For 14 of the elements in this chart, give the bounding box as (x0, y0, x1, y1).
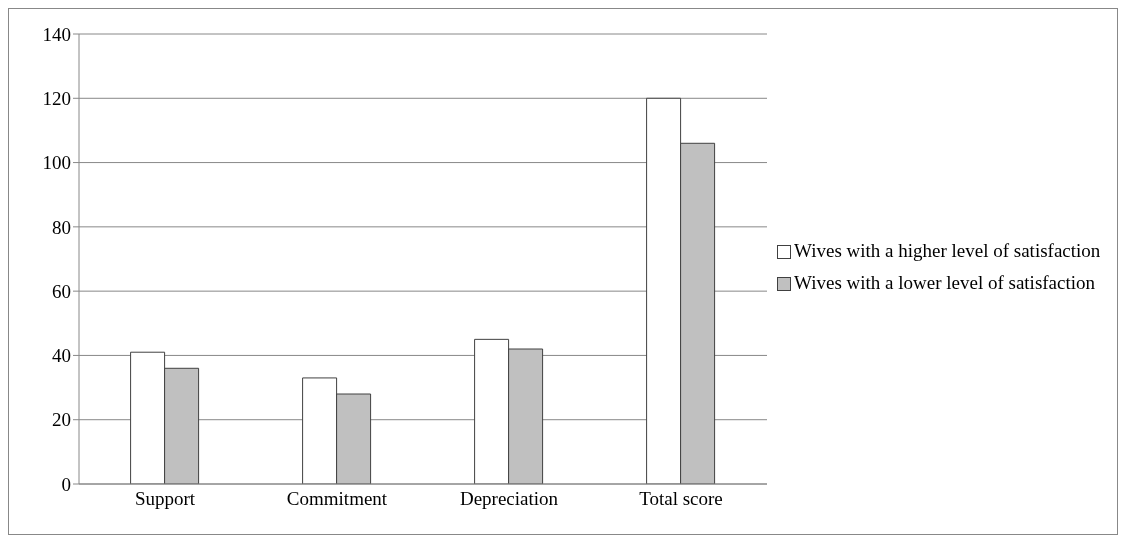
y-tick-label: 120 (42, 88, 71, 110)
legend-label: Wives with a lower level of satisfaction (794, 271, 1096, 294)
y-tick-label: 40 (52, 345, 71, 367)
x-tick-label: Support (134, 488, 196, 510)
legend-label: Wives with a higher level of satisfaction (794, 239, 1101, 262)
x-tick-label: Depreciation (459, 488, 559, 510)
y-tick-label: 0 (61, 473, 71, 495)
x-tick-label: Commitment (286, 488, 388, 510)
y-tick-label: 60 (52, 280, 71, 302)
y-tick-label: 140 (42, 23, 71, 45)
x-tick-label: Total score (639, 488, 723, 510)
y-tick-label: 80 (52, 216, 71, 238)
y-tick-label: 20 (52, 409, 71, 431)
y-tick-label: 100 (42, 152, 71, 174)
